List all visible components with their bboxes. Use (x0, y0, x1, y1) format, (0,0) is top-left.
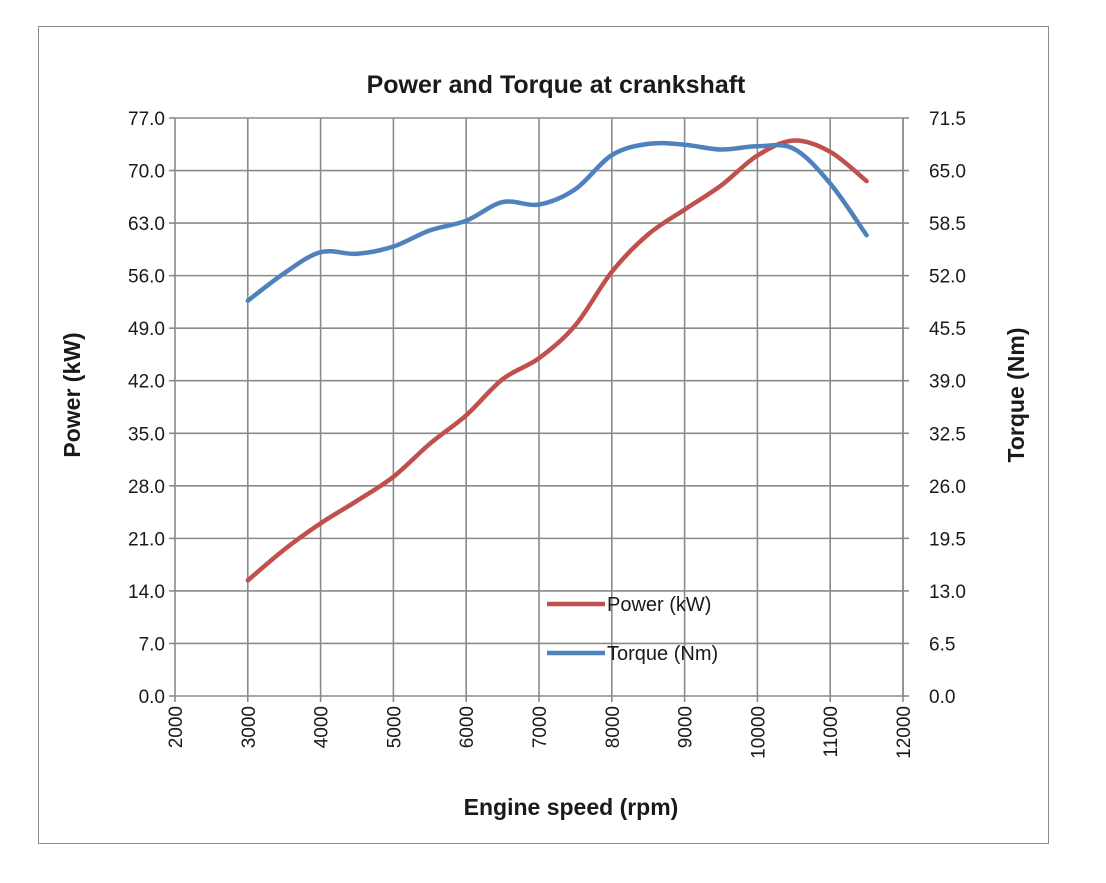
x-tick-label: 6000 (457, 706, 478, 748)
power-series-line (245, 138, 869, 583)
y-axis-title: Power (kW) (59, 332, 85, 457)
y2-axis-title: Torque (Nm) (1003, 327, 1029, 462)
x-tick-label: 7000 (530, 706, 551, 748)
x-tick-label: 5000 (384, 706, 405, 748)
y2-tick-label: 58.5 (929, 214, 966, 235)
torque-series-line (245, 140, 869, 303)
y2-tick-label: 45.5 (929, 319, 966, 340)
y2-tick-label: 32.5 (929, 424, 966, 445)
x-tick-label: 10000 (748, 706, 769, 759)
y-tick-label: 7.0 (139, 634, 165, 655)
legend-label-torque: Torque (Nm) (607, 643, 718, 665)
x-tick-label: 3000 (239, 706, 260, 748)
y-tick-labels: 0.0 7.0 14.0 21.0 28.0 35.0 42.0 49.0 56.0 63.0 70… (128, 109, 165, 708)
y2-tick-label: 39.0 (929, 372, 966, 393)
y-tick-label: 63.0 (128, 214, 165, 235)
y-tick-label: 77.0 (128, 109, 165, 130)
legend: Power (kW) Torque (Nm) (547, 594, 718, 665)
x-tick-label: 11000 (821, 706, 842, 757)
y2-tick-label: 0.0 (929, 687, 955, 708)
y2-tick-label: 71.5 (929, 109, 966, 130)
x-tick-label: 2000 (166, 706, 187, 748)
series-lines (245, 138, 869, 583)
y-tick-label: 70.0 (128, 162, 165, 183)
y2-tick-label: 13.0 (929, 582, 966, 603)
y2-tick-label: 6.5 (929, 634, 955, 655)
legend-label-power: Power (kW) (607, 594, 711, 616)
x-tick-labels: 2000 3000 4000 5000 6000 7000 8000 9000 10000 110… (166, 706, 915, 759)
x-axis-title: Engine speed (rpm) (464, 794, 679, 820)
y-tick-label: 56.0 (128, 267, 165, 288)
x-tick-label: 4000 (312, 706, 333, 748)
y-tick-label: 42.0 (128, 372, 165, 393)
y-tick-label: 14.0 (128, 582, 165, 603)
y2-tick-label: 19.5 (929, 529, 966, 550)
y-tick-label: 21.0 (128, 529, 165, 550)
x-tick-label: 9000 (676, 706, 697, 748)
x-tick-label: 8000 (603, 706, 624, 748)
y-tick-label: 0.0 (139, 687, 165, 708)
y2-tick-label: 52.0 (929, 267, 966, 288)
y-tick-label: 28.0 (128, 477, 165, 498)
y2-tick-labels: 0.0 6.5 13.0 19.5 26.0 32.5 39.0 45.5 52.0 58.5 65… (929, 109, 966, 708)
chart-frame (38, 26, 1049, 844)
y-tick-label: 49.0 (128, 319, 165, 340)
axes (169, 117, 909, 702)
x-tick-label: 12000 (894, 706, 915, 759)
y2-tick-label: 65.0 (929, 162, 966, 183)
y-tick-label: 35.0 (128, 424, 165, 445)
y2-tick-label: 26.0 (929, 477, 966, 498)
chart-title: Power and Torque at crankshaft (367, 71, 746, 99)
